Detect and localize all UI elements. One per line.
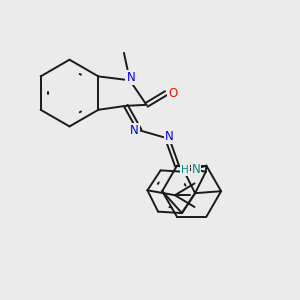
Text: N: N	[165, 130, 173, 143]
Text: N: N	[191, 164, 200, 176]
Text: O: O	[168, 87, 178, 100]
Text: N: N	[126, 71, 135, 84]
Text: H: H	[181, 165, 189, 175]
Text: N: N	[130, 124, 139, 137]
